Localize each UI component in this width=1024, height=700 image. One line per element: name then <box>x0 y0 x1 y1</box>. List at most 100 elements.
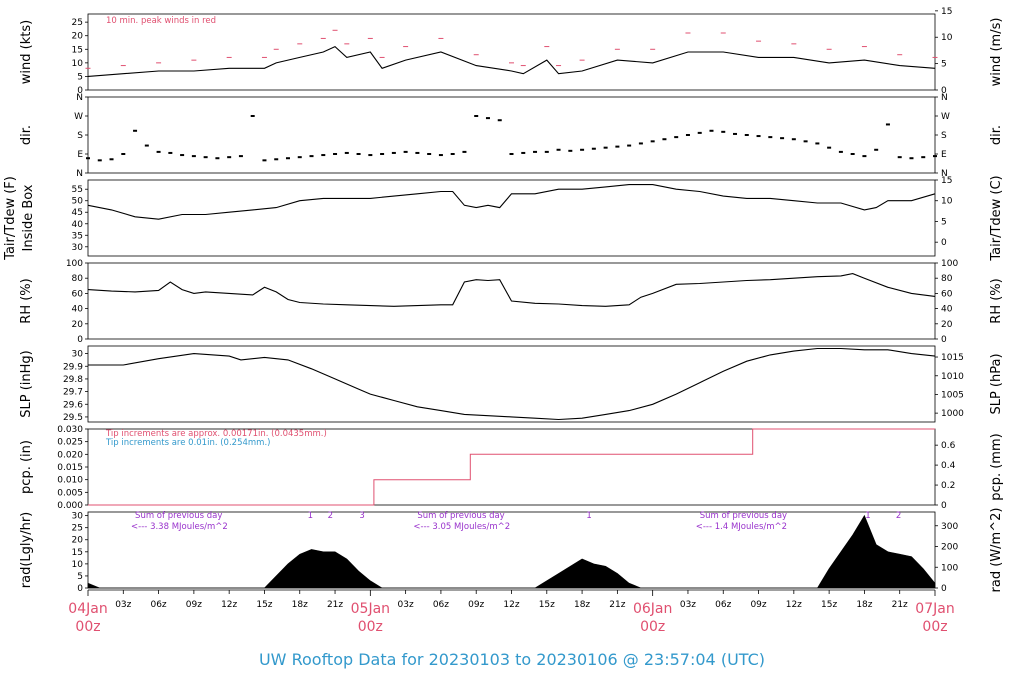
x-tick-label: 15z <box>256 600 272 610</box>
x-tick-label: 06z <box>715 600 731 610</box>
x-tick-label: 03z <box>680 600 696 610</box>
x-tick-label: 06z <box>150 600 166 610</box>
temp-left-tick-label: 55 <box>72 185 83 195</box>
wind-left-tick-label: 10 <box>72 59 84 69</box>
x-tick-label: 21z <box>609 600 625 610</box>
dir-left-tick-label: S <box>77 131 83 141</box>
dir-point <box>215 157 220 160</box>
pcp-left-tick-label: 0.010 <box>57 476 83 486</box>
pcp-right-tick-label: 0 <box>941 501 947 511</box>
dir-left-tick-label: W <box>74 112 83 122</box>
slp-right-tick-label: 1000 <box>941 409 964 419</box>
footer-title: UW Rooftop Data for 20230103 to 20230106… <box>259 650 765 669</box>
wind-right-tick-label: 0 <box>941 86 947 96</box>
x-tick-label: 12z <box>221 600 237 610</box>
pcp-left-tick-label: 0.015 <box>57 463 83 473</box>
pcp-left-axis-title: pcp. (in) <box>19 440 34 494</box>
rh-right-tick-label: 0 <box>941 335 947 345</box>
pcp-right-axis-title: pcp. (mm) <box>989 433 1004 500</box>
x-day-time-label: 00z <box>75 619 100 635</box>
dir-frame <box>87 96 936 174</box>
dir-point <box>568 149 573 152</box>
x-tick-label: 09z <box>750 600 766 610</box>
temp-left-tick-label: 45 <box>72 208 83 218</box>
x-tick-label: 18z <box>292 600 308 610</box>
panel-rh: 0 20 40 60 80 100 0 20 40 60 80 100 RH (%) RH (%) <box>19 259 1004 345</box>
temp-left-axis-title-2: Inside Box <box>21 184 36 251</box>
rad-right-tick-label: 100 <box>941 563 958 573</box>
temp-right-tick-label: 5 <box>941 217 947 227</box>
pcp-left-tick-label: 0.030 <box>57 425 83 435</box>
rh-series-line <box>87 273 936 307</box>
dir-point <box>156 150 161 153</box>
temp-series-line <box>87 184 936 220</box>
dir-point <box>850 153 855 155</box>
slp-right-tick-label: 1015 <box>941 353 964 363</box>
rad-day-sum-title: Sum of previous day <box>135 511 222 521</box>
dir-right-tick-label: N <box>941 169 948 179</box>
temp-left-tick-label: 40 <box>72 220 84 230</box>
wind-left-tick-label: 0 <box>77 86 83 96</box>
dir-point <box>721 130 726 133</box>
dir-point <box>827 146 832 149</box>
pcp-left-tick-label: 0.025 <box>57 438 83 448</box>
dir-left-tick-label: N <box>76 169 83 179</box>
rad-day-sum-value: <--- 3.38 MJoules/m^2 <box>131 522 228 532</box>
rad-left-tick-label: 20 <box>72 536 84 546</box>
wind-left-tick-label: 5 <box>77 72 83 82</box>
dir-right-tick-label: S <box>941 131 947 141</box>
rad-marker: 1 <box>586 511 591 521</box>
slp-series-line <box>88 347 936 421</box>
rad-area <box>87 514 936 589</box>
rh-left-tick-label: 20 <box>72 320 84 330</box>
dir-point <box>509 153 514 155</box>
dir-point <box>133 129 138 132</box>
dir-point <box>615 145 620 148</box>
slp-frame <box>87 345 936 423</box>
rad-left-tick-label: 15 <box>72 548 83 558</box>
dir-point <box>744 134 749 136</box>
dir-point <box>838 150 843 153</box>
x-tick-label: 09z <box>186 600 202 610</box>
dir-point <box>650 140 655 143</box>
wind-right-tick-label: 10 <box>941 33 953 43</box>
pcp-left-tick-label: 0.000 <box>57 501 83 511</box>
dir-point <box>344 151 349 154</box>
dir-point <box>427 153 432 155</box>
slp-left-axis-title: SLP (inHg) <box>19 350 34 418</box>
rad-left-tick-label: 25 <box>72 524 83 534</box>
rad-left-axis-title: rad(Lgly/hr) <box>19 512 34 588</box>
dir-point <box>533 150 538 153</box>
dir-right-axis-title: dir. <box>989 125 1004 145</box>
dir-point <box>203 156 208 159</box>
wind-right-tick-label: 5 <box>941 60 947 70</box>
dir-point <box>438 154 443 157</box>
wind-left-tick-label: 25 <box>72 18 83 28</box>
pcp-note-tip: Tip increments are 0.01in. (0.254mm.) <box>105 438 270 448</box>
dir-point <box>768 136 773 139</box>
x-tick-label: 06z <box>433 600 449 610</box>
wind-left-tick-label: 20 <box>72 32 84 42</box>
rad-day-sum-value: <--- 1.4 MJoules/m^2 <box>696 522 787 532</box>
dir-point <box>474 115 479 117</box>
dir-point <box>756 135 761 138</box>
x-day-label: 04Jan <box>68 601 107 617</box>
x-tick-label: 15z <box>539 600 555 610</box>
dir-point <box>544 150 549 153</box>
x-day-time-label: 00z <box>640 619 665 635</box>
rad-marker: 1 <box>308 511 313 521</box>
x-tick-label: 09z <box>468 600 484 610</box>
rad-day-sum-value: <--- 3.05 MJoules/m^2 <box>413 522 510 532</box>
wind-left-tick-label: 15 <box>72 45 83 55</box>
dir-point <box>415 151 420 154</box>
rad-day-sum-title: Sum of previous day <box>700 511 787 521</box>
rh-left-axis-title: RH (%) <box>19 278 34 323</box>
x-tick-label: 03z <box>115 600 131 610</box>
x-day-label: 06Jan <box>633 601 672 617</box>
dir-point <box>521 151 526 154</box>
